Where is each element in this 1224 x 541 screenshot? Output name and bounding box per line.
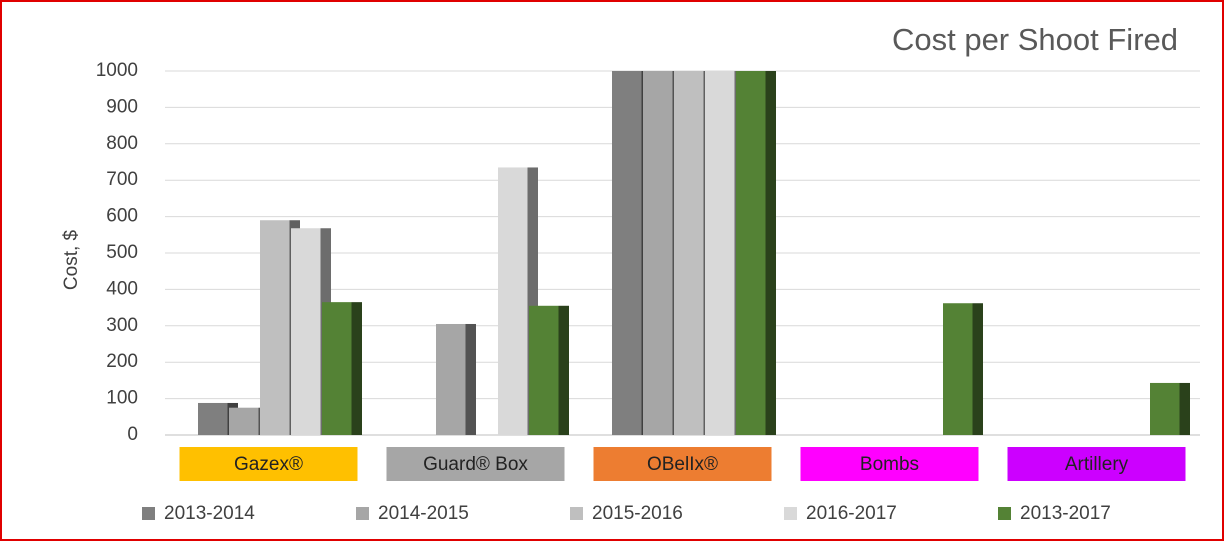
y-tick-label: 500 xyxy=(106,242,138,263)
legend-swatch xyxy=(356,507,369,520)
y-tick-label: 600 xyxy=(106,206,138,227)
y-tick-label: 400 xyxy=(106,278,138,299)
chart-title: Cost per Shoot Fired xyxy=(892,22,1178,57)
x-tick-label: Artillery xyxy=(1065,454,1129,475)
y-tick-label: 300 xyxy=(106,315,138,336)
y-tick-label: 0 xyxy=(127,424,138,445)
legend-label: 2014-2015 xyxy=(378,503,469,524)
legend-label: 2013-2014 xyxy=(164,503,255,524)
y-axis-label: Cost, $ xyxy=(61,229,82,290)
category-box xyxy=(179,447,358,481)
category-box xyxy=(386,447,565,481)
x-tick-label: OBelIx® xyxy=(647,454,718,475)
legend-swatch xyxy=(998,507,1011,520)
category-box xyxy=(800,447,979,481)
legend-swatch xyxy=(784,507,797,520)
y-tick-label: 700 xyxy=(106,169,138,190)
legend-label: 2016-2017 xyxy=(806,503,897,524)
bar xyxy=(943,303,983,435)
legend-swatch xyxy=(142,507,155,520)
bar xyxy=(529,305,569,435)
y-tick-label: 200 xyxy=(106,351,138,372)
y-tick-label: 800 xyxy=(106,133,138,154)
category-box xyxy=(593,447,772,481)
y-tick-label: 1000 xyxy=(96,60,138,81)
legend-label: 2013-2017 xyxy=(1020,503,1111,524)
x-tick-label: Bombs xyxy=(860,454,919,475)
x-tick-label: Guard® Box xyxy=(423,454,528,475)
bar xyxy=(322,302,362,435)
bar xyxy=(736,71,776,435)
bar xyxy=(436,323,476,435)
category-box xyxy=(1007,447,1186,481)
legend-label: 2015-2016 xyxy=(592,503,683,524)
y-tick-label: 100 xyxy=(106,388,138,409)
y-tick-label: 900 xyxy=(106,96,138,117)
bar xyxy=(1150,382,1190,435)
x-tick-label: Gazex® xyxy=(234,454,303,475)
legend-swatch xyxy=(570,507,583,520)
